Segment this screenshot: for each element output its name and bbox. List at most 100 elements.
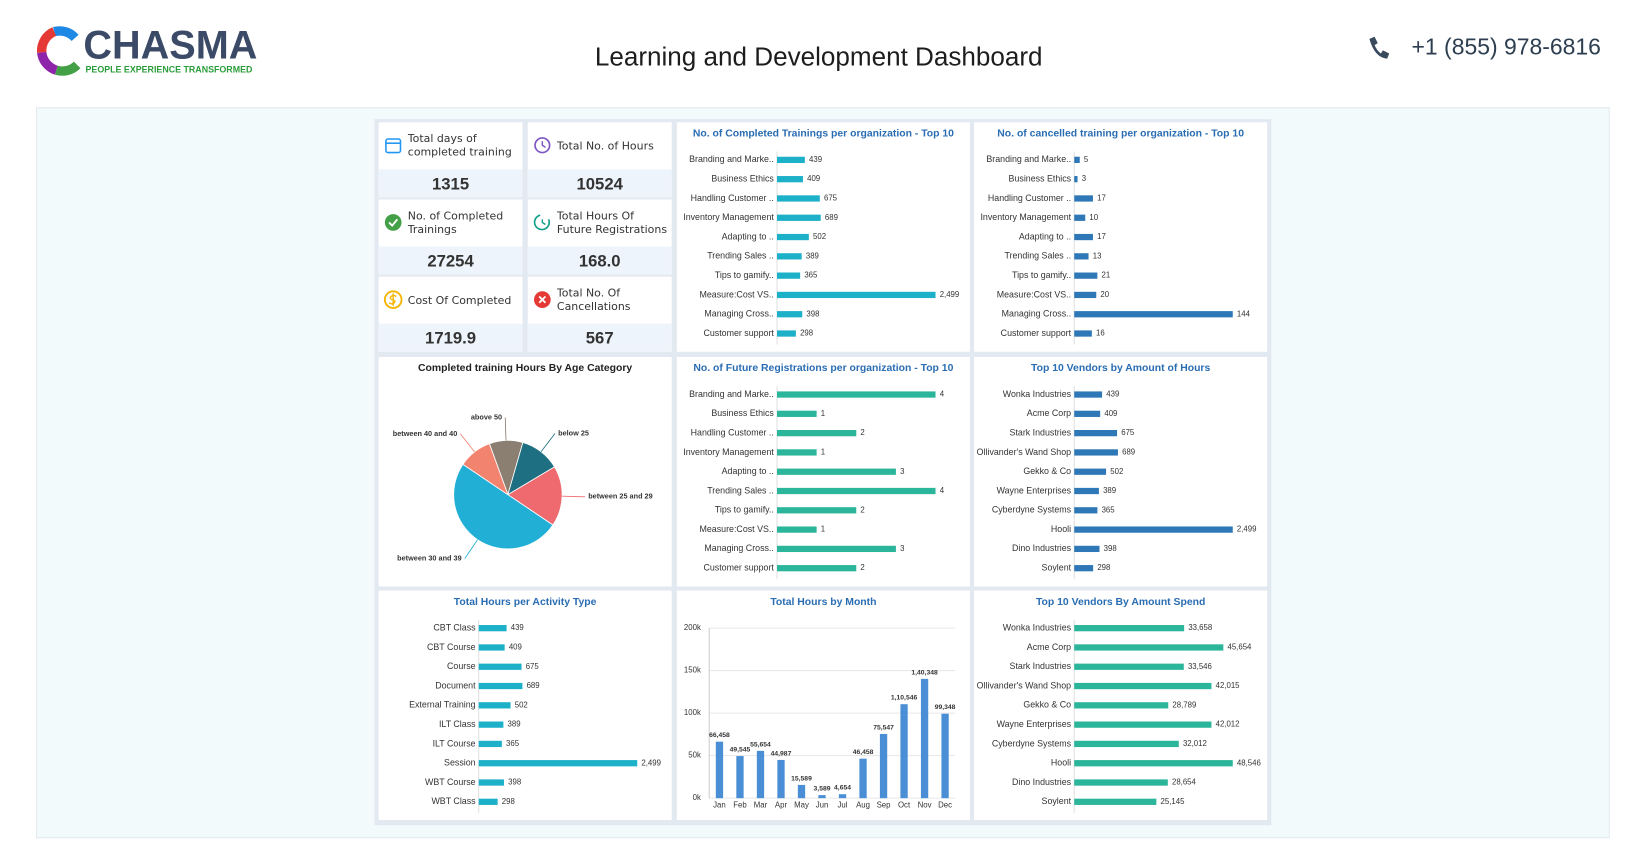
y-tick-label: 100k	[684, 708, 701, 717]
value-label: 365	[1102, 505, 1116, 514]
category-label: Soylent	[1042, 796, 1072, 806]
kpi-label: Cost Of Completed	[407, 293, 512, 307]
kpi-label: Total Hours Of Future Registrations	[556, 209, 668, 237]
value-label: 13	[1093, 251, 1102, 260]
slice-label: between 30 and 39	[397, 554, 461, 563]
bar	[1074, 779, 1168, 786]
chart-cell	[974, 356, 1268, 587]
category-label: Hooli	[1051, 524, 1071, 534]
category-label: Managing Cross..	[1002, 309, 1071, 319]
value-label: 398	[1104, 544, 1117, 553]
value-label: 15,589	[791, 775, 812, 782]
category-label: ILT Course	[433, 738, 476, 748]
value-label: 33,658	[1188, 623, 1212, 632]
category-label: Wonka Industries	[1003, 389, 1072, 399]
value-label: 42,015	[1216, 681, 1241, 690]
bar	[1074, 330, 1092, 337]
value-label: 3	[900, 467, 904, 476]
category-label: CBT Class	[433, 623, 476, 633]
bar	[1074, 311, 1233, 318]
value-label: 4,654	[834, 785, 851, 792]
category-label: Handling Customer ..	[691, 427, 774, 437]
category-label: Trending Sales ..	[707, 251, 774, 261]
bar	[776, 253, 802, 260]
category-label: WBT Class	[431, 796, 476, 806]
bar	[776, 291, 936, 299]
chart-title: Top 10 Vendors by Amount of Hours	[1031, 363, 1210, 374]
category-label: Cyberdyne Systems	[992, 505, 1072, 515]
x-tick-label: Jun	[816, 801, 829, 810]
category-label: Session	[444, 758, 476, 768]
x-tick-label: Nov	[918, 801, 932, 810]
value-label: 1	[821, 447, 825, 456]
bar	[478, 740, 502, 748]
pie-slice	[462, 443, 509, 496]
bar	[478, 682, 523, 690]
logo-text: CHASMA	[83, 24, 257, 68]
value-label: 1	[821, 409, 825, 418]
x-tick-label: Jan	[713, 801, 726, 810]
x-tick-label: Aug	[856, 801, 870, 810]
category-label: Branding and Marke..	[986, 154, 1071, 164]
value-label: 389	[1103, 486, 1116, 495]
category-label: Measure:Cost VS..	[997, 289, 1071, 299]
value-label: 675	[824, 194, 838, 203]
kpi-value-strip	[378, 169, 523, 198]
category-label: CBT Course	[427, 642, 476, 652]
value-label: 3	[1082, 174, 1086, 183]
value-label: 46,458	[853, 749, 874, 756]
x-tick-label: Jul	[838, 801, 848, 810]
x-tick-label: Mar	[754, 801, 768, 810]
kpi-label: Total days of completed training	[407, 132, 512, 159]
bar	[478, 798, 498, 805]
kpi-label: Total No. Of Cancellations	[556, 287, 631, 314]
bar	[900, 704, 908, 799]
leader-line	[540, 433, 556, 452]
bar	[776, 195, 820, 202]
bar	[776, 449, 817, 456]
value-label: 17	[1097, 232, 1106, 241]
category-label: Stark Industries	[1010, 661, 1072, 671]
chart-title: No. of Completed Trainings per organizat…	[693, 129, 954, 140]
bar	[777, 759, 785, 799]
chart-title: Completed training Hours By Age Category	[418, 363, 632, 374]
category-label: Tips to gamify..	[715, 505, 774, 515]
category-label: Inventory Management	[683, 447, 774, 457]
bar	[1074, 663, 1184, 670]
value-label: 409	[1104, 409, 1117, 418]
category-label: Wayne Enterprises	[997, 719, 1072, 729]
x-tick-label: Sep	[877, 801, 892, 810]
bar	[756, 750, 765, 799]
category-label: Wayne Enterprises	[997, 485, 1072, 495]
logo: CHASMA PEOPLE EXPERIENCE TRANSFORMED	[37, 24, 257, 76]
bar	[776, 330, 796, 337]
chart-title: No. of Future Registrations per organiza…	[693, 363, 953, 374]
bar	[478, 760, 638, 767]
bar	[776, 311, 803, 318]
icon	[538, 295, 547, 304]
icon	[383, 290, 403, 309]
value-label: 689	[1122, 447, 1135, 456]
value-label: 66,458	[709, 732, 730, 739]
category-label: Tips to gamify..	[715, 270, 774, 280]
value-label: 17	[1097, 194, 1106, 203]
bar	[776, 272, 801, 279]
category-label: Hooli	[1051, 758, 1071, 768]
value-label: 502	[1110, 467, 1123, 476]
value-label: 2,499	[1237, 525, 1257, 534]
bar	[818, 795, 826, 799]
bar	[1074, 545, 1100, 553]
bar	[776, 468, 896, 475]
kpi-value-strip	[527, 323, 672, 352]
bar	[776, 391, 936, 398]
bar	[1074, 233, 1093, 241]
category-label: Wonka Industries	[1003, 623, 1072, 633]
phone-number: +1 (855) 978-6816	[1412, 33, 1601, 59]
kpi-label-box: Total days of completed training	[407, 132, 512, 159]
bar	[1074, 195, 1093, 202]
category-label: Handling Customer ..	[691, 193, 774, 203]
bar	[941, 713, 949, 799]
category-label: Soylent	[1042, 563, 1072, 573]
logo-tagline: PEOPLE EXPERIENCE TRANSFORMED	[86, 65, 253, 75]
